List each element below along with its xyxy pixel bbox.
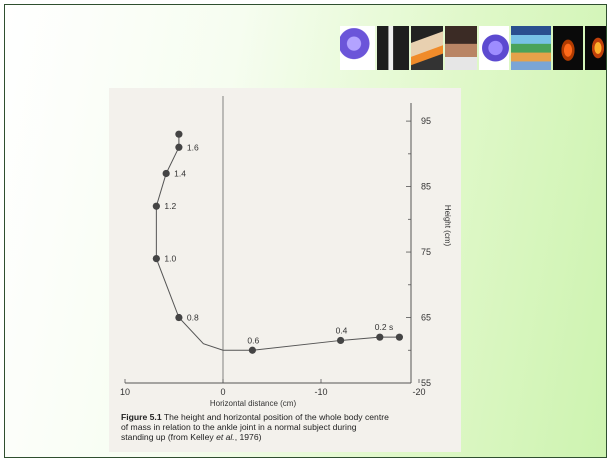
time-label: 1.2 — [164, 201, 176, 211]
sitting-figure-image — [411, 26, 443, 70]
figure-caption: Figure 5.1 The height and horizontal pos… — [121, 412, 451, 442]
x-axis-title: Horizontal distance (cm) — [210, 399, 297, 408]
figure-label: Figure 5.1 — [121, 412, 162, 422]
chart-series — [152, 130, 403, 354]
time-label: 0.2 s — [375, 322, 393, 332]
chart-labels: 1.6 1.4 1.2 1.0 0.8 0.6 0.4 0.2 s — [164, 142, 393, 345]
y-axis-title: Height (cm) — [443, 205, 452, 247]
y-tick-label: 75 — [421, 247, 431, 257]
trajectory-point — [175, 130, 183, 138]
y-tick-label: 65 — [421, 313, 431, 323]
leg-image — [377, 26, 409, 70]
figure-panel: 95 85 75 65 55 10 0 -10 -20 Horizontal distance (… — [109, 88, 461, 452]
trajectory-point — [248, 346, 256, 354]
thermal-image-1 — [553, 26, 583, 70]
molecule-image-2 — [479, 26, 509, 70]
molecule-image-1 — [340, 26, 375, 70]
time-label: 0.8 — [187, 313, 199, 323]
caption-line-2: of mass in relation to the ankle joint i… — [121, 421, 357, 432]
trajectory-point — [152, 254, 160, 263]
trajectory-point — [337, 336, 345, 345]
slide: 95 85 75 65 55 10 0 -10 -20 Horizontal distance (… — [4, 4, 607, 458]
trajectory-line — [155, 134, 400, 351]
trajectory-point — [162, 169, 170, 178]
trajectory-point — [376, 333, 384, 341]
y-tick-label: 85 — [421, 182, 431, 192]
thermal-image-2 — [585, 26, 606, 70]
chart-image — [511, 26, 551, 70]
caption-line-3b: et al. — [216, 431, 235, 442]
trajectory-point — [152, 202, 160, 210]
y-tick-label: 55 — [421, 378, 431, 388]
trajectory-point — [175, 313, 183, 322]
x-tick-label: 0 — [220, 387, 225, 397]
x-tick-label: 10 — [120, 387, 130, 397]
time-label: 0.6 — [247, 335, 259, 345]
y-tick-label: 95 — [421, 116, 431, 126]
x-tick-label: -20 — [412, 387, 425, 397]
caption-line-3c: , 1976) — [234, 431, 262, 442]
time-label: 0.4 — [336, 325, 348, 335]
trajectory-point — [395, 333, 403, 341]
time-label: 1.0 — [164, 254, 176, 264]
chart-axes: 95 85 75 65 55 10 0 -10 -20 Horizontal distance (… — [120, 96, 452, 408]
caption-line-3a: standing up (from Kelley — [121, 431, 217, 442]
time-label: 1.6 — [187, 142, 199, 152]
x-tick-label: -10 — [314, 387, 327, 397]
trajectory-point — [175, 143, 183, 151]
time-label: 1.4 — [174, 168, 186, 178]
seated-person-image — [445, 26, 477, 70]
caption-line-1: The height and horizontal position of th… — [161, 412, 389, 422]
com-trajectory-chart: 95 85 75 65 55 10 0 -10 -20 Horizontal distance (… — [120, 96, 452, 408]
